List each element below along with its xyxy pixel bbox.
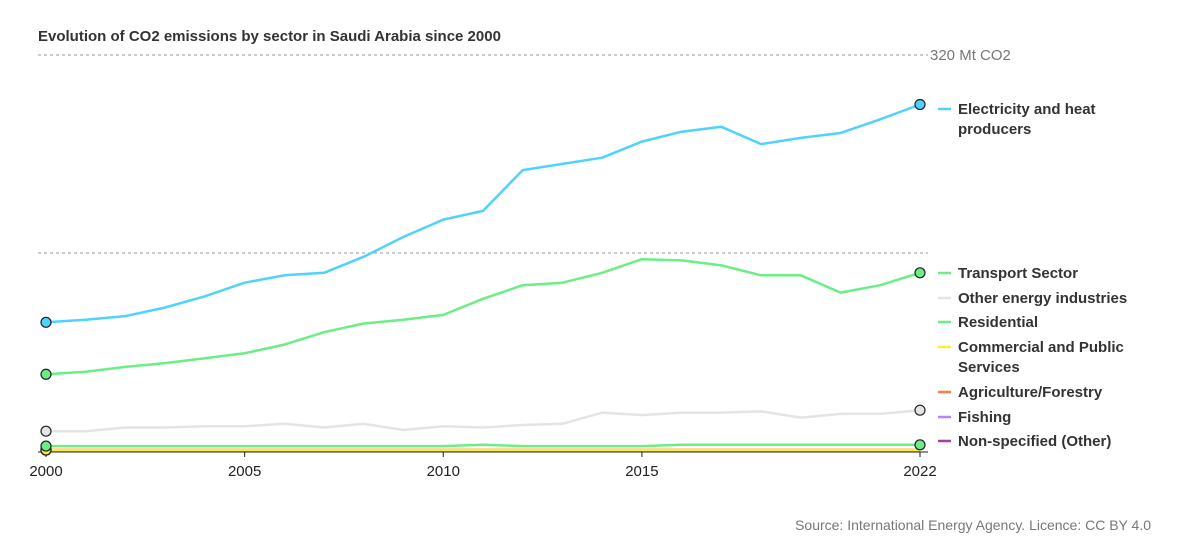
gridlines: 320 Mt CO2 bbox=[38, 47, 1011, 254]
series-start-marker bbox=[40, 425, 52, 437]
legend-label: Electricity and heat bbox=[958, 101, 1096, 118]
x-tick-label: 2000 bbox=[29, 463, 62, 480]
legend-label: Commercial and Public bbox=[958, 339, 1124, 356]
legend-label: Non-specified (Other) bbox=[958, 433, 1111, 450]
series-line bbox=[46, 443, 920, 448]
series-line bbox=[45, 257, 921, 376]
legend: Electricity and heat producers Transport S… bbox=[938, 101, 1127, 450]
series-line bbox=[45, 103, 921, 324]
series-start-marker bbox=[40, 440, 52, 452]
x-tick-label: 2022 bbox=[903, 463, 936, 480]
series-line bbox=[46, 408, 921, 433]
series-end-marker bbox=[914, 404, 926, 416]
series-start-marker bbox=[40, 368, 52, 380]
chart-title: Evolution of CO2 emissions by sector in … bbox=[38, 28, 501, 45]
legend-label: producers bbox=[958, 121, 1031, 138]
y-max-label: 320 Mt CO2 bbox=[930, 47, 1011, 64]
legend-label: Services bbox=[958, 359, 1020, 376]
series-lines bbox=[45, 103, 921, 452]
x-tick-label: 2010 bbox=[427, 463, 460, 480]
legend-label: Residential bbox=[958, 314, 1038, 331]
x-axis: 2000 2005 2010 2015 2022 bbox=[29, 451, 937, 480]
legend-label: Other energy industries bbox=[958, 290, 1127, 307]
series-end-marker bbox=[914, 267, 926, 279]
series-start-marker bbox=[40, 316, 52, 328]
endpoint-markers bbox=[40, 98, 926, 456]
x-tick-label: 2005 bbox=[228, 463, 261, 480]
series-end-marker bbox=[914, 98, 926, 111]
legend-label: Agriculture/Forestry bbox=[958, 384, 1103, 401]
legend-label: Transport Sector bbox=[958, 265, 1078, 282]
source-note: Source: International Energy Agency. Lic… bbox=[795, 517, 1151, 533]
series-end-marker bbox=[914, 439, 926, 451]
legend-label: Fishing bbox=[958, 409, 1011, 426]
x-tick-label: 2015 bbox=[625, 463, 658, 480]
